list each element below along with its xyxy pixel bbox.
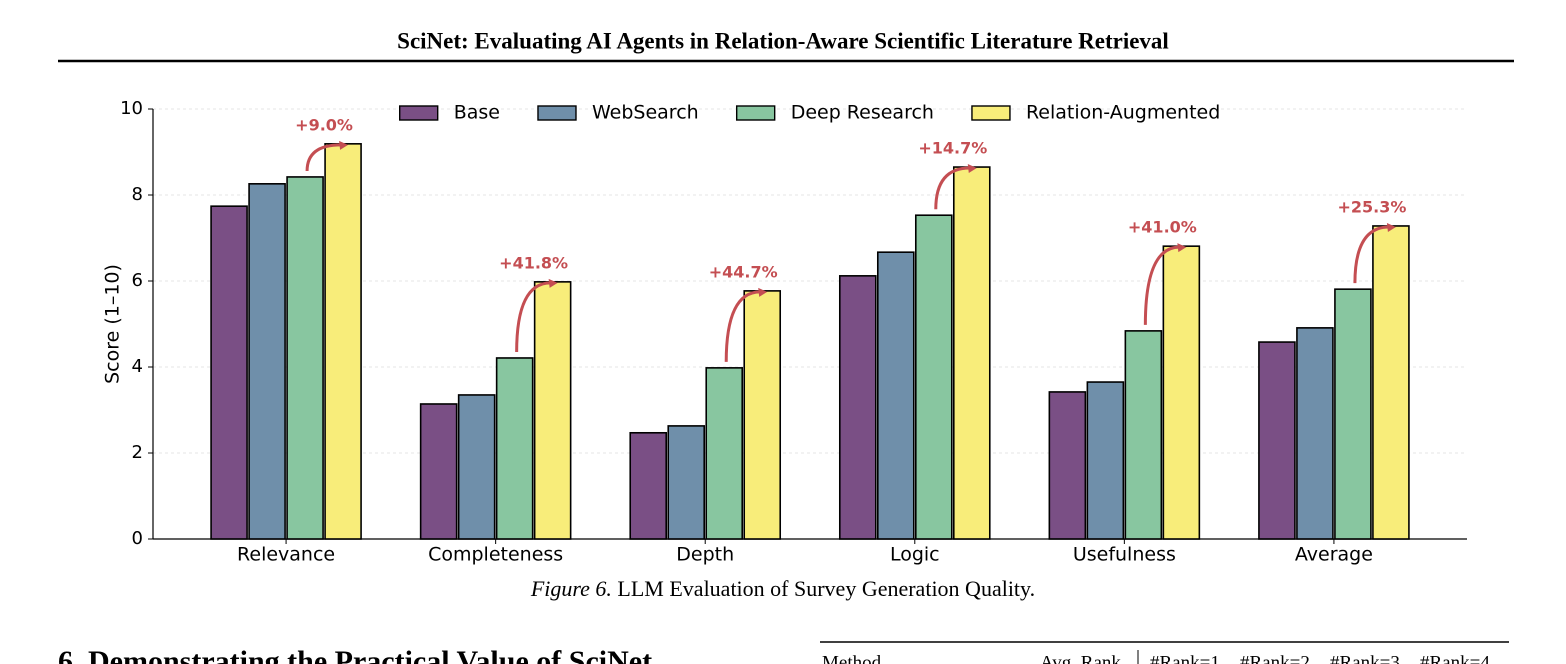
- y-tick-label: 0: [132, 528, 143, 549]
- legend-label: Relation-Augmented: [1026, 102, 1220, 124]
- legend-label: Base: [454, 102, 500, 124]
- table-column-header: #Rank=4: [1420, 652, 1490, 664]
- legend-label: WebSearch: [592, 102, 699, 124]
- bar: [1334, 288, 1372, 540]
- y-tick-label: 8: [132, 184, 143, 205]
- bar: [838, 275, 877, 540]
- annotation-label: +44.7%: [709, 262, 778, 281]
- bar: [876, 251, 915, 540]
- bar: [667, 425, 706, 540]
- x-tick-label: Average: [1295, 544, 1373, 566]
- x-tick-label: Relevance: [237, 544, 335, 566]
- bar: [1048, 391, 1087, 540]
- table-column-header: Method: [822, 652, 882, 664]
- caption-text: LLM Evaluation of Survey Generation Qual…: [617, 576, 1035, 601]
- bar: [1086, 381, 1125, 540]
- annotation-label: +25.3%: [1337, 197, 1406, 216]
- annotation-label: +14.7%: [918, 139, 987, 158]
- y-tick-label: 4: [132, 356, 143, 377]
- y-tick-label: 2: [132, 442, 143, 463]
- x-tick-label: Usefulness: [1073, 544, 1176, 566]
- bar: [533, 281, 572, 540]
- bar: [705, 367, 744, 540]
- arrow-head: [967, 164, 977, 174]
- annotation-label: +41.8%: [499, 253, 568, 272]
- table-column-header: Avg. Rank: [1040, 652, 1121, 664]
- running-title: SciNet: Evaluating AI Agents in Relation…: [397, 28, 1169, 53]
- bar: [1372, 225, 1410, 540]
- y-tick-label: 10: [120, 98, 143, 119]
- caption-label: Figure 6.: [530, 576, 612, 601]
- bar: [952, 166, 991, 540]
- figure-caption: Figure 6. LLM Evaluation of Survey Gener…: [530, 576, 1035, 601]
- bar: [248, 183, 286, 540]
- y-tick-label: 6: [132, 270, 143, 291]
- bar: [1258, 341, 1296, 540]
- annotation-label: +41.0%: [1128, 218, 1197, 237]
- legend-swatch: [971, 105, 1011, 121]
- bar: [1124, 330, 1163, 540]
- annotation-label: +9.0%: [295, 115, 353, 134]
- table-column-header: #Rank=1: [1150, 652, 1220, 664]
- bar: [629, 431, 668, 540]
- bar: [457, 394, 496, 540]
- bar: [324, 143, 362, 540]
- arrow-head: [339, 140, 349, 150]
- legend-swatch: [735, 105, 776, 121]
- annotation-arrow: [1353, 225, 1389, 284]
- legend-label: Deep Research: [791, 102, 934, 124]
- x-tick-label: Completeness: [428, 544, 563, 566]
- legend-swatch: [399, 105, 439, 121]
- bar: [286, 176, 324, 540]
- arrow-head: [758, 287, 768, 297]
- bar: [1296, 327, 1334, 540]
- x-tick-label: Depth: [676, 544, 734, 566]
- annotation-arrow: [1143, 245, 1180, 325]
- arrow-head: [1386, 222, 1396, 232]
- bar: [210, 205, 248, 540]
- annotation-arrow: [515, 281, 551, 352]
- table-column-header: #Rank=3: [1330, 652, 1400, 664]
- arrow-head: [1177, 243, 1187, 253]
- x-tick-label: Logic: [890, 544, 940, 566]
- bar: [419, 403, 458, 540]
- annotation-arrow: [305, 143, 342, 172]
- y-axis-label: Score (1–10): [102, 264, 124, 384]
- bar: [495, 357, 534, 540]
- table-column-header: #Rank=2: [1240, 652, 1310, 664]
- annotation-arrow: [724, 290, 761, 362]
- section-heading: 6. Demonstrating the Practical Value of …: [58, 645, 652, 664]
- arrow-head: [548, 278, 558, 288]
- legend-swatch: [537, 105, 577, 121]
- bar: [1162, 245, 1201, 540]
- bar: [914, 214, 953, 540]
- annotation-arrow: [934, 166, 970, 210]
- bar: [743, 290, 782, 540]
